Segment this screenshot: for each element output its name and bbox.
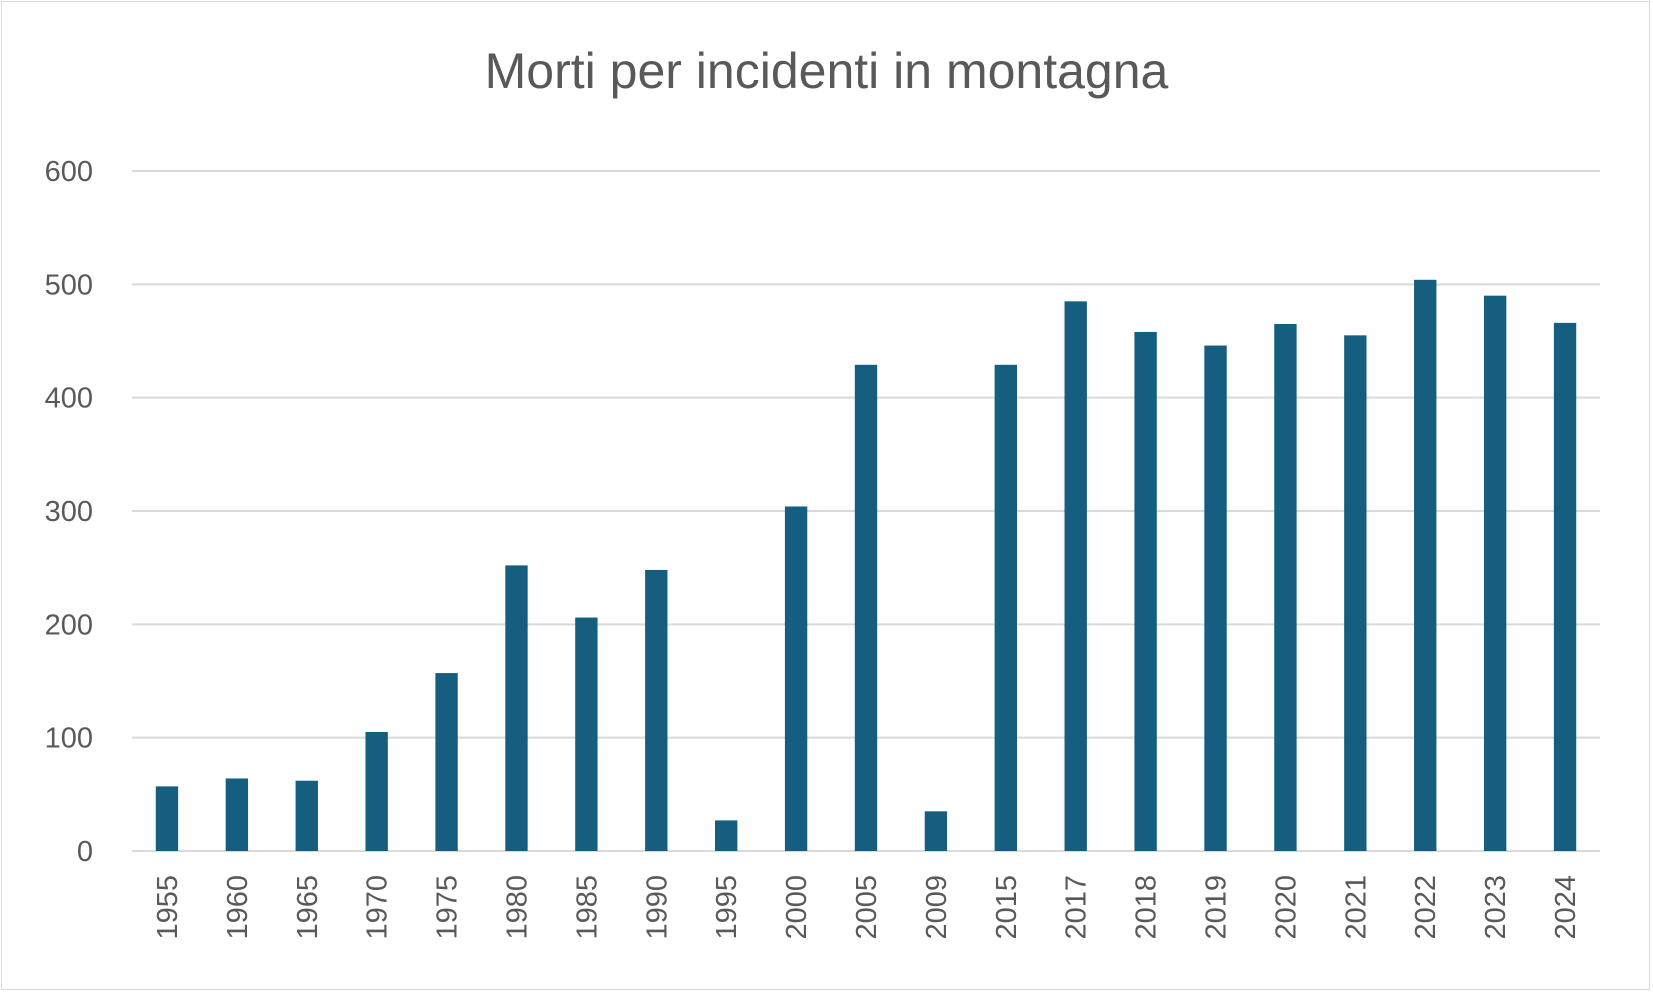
bar-2018 bbox=[1134, 331, 1157, 851]
bar-1970 bbox=[365, 732, 388, 851]
bar-1990 bbox=[645, 569, 668, 851]
bar-2019 bbox=[1204, 345, 1227, 851]
x-tick-label: 2018 bbox=[1131, 875, 1163, 940]
y-tick-label: 200 bbox=[45, 609, 93, 641]
x-tick-label: 1965 bbox=[292, 875, 324, 940]
bar-1985 bbox=[575, 617, 598, 851]
bar-2017 bbox=[1064, 301, 1087, 851]
x-tick-label: 2024 bbox=[1550, 875, 1582, 940]
y-tick-label: 500 bbox=[45, 269, 93, 301]
y-tick-label: 100 bbox=[45, 723, 93, 755]
x-tick-label: 1980 bbox=[501, 875, 533, 940]
bar-2005 bbox=[854, 364, 878, 851]
x-tick-label: 2000 bbox=[781, 875, 813, 940]
x-tick-label: 2022 bbox=[1410, 875, 1442, 940]
bar-2024 bbox=[1553, 322, 1577, 851]
bar-1960 bbox=[225, 778, 249, 851]
bar-2022 bbox=[1414, 279, 1437, 851]
bar-2015 bbox=[994, 364, 1017, 851]
x-tick-label: 1975 bbox=[432, 875, 464, 940]
bar-1955 bbox=[155, 786, 179, 851]
y-tick-label: 600 bbox=[45, 156, 93, 188]
chart-title: Morti per incidenti in montagna bbox=[484, 43, 1169, 99]
x-tick-label: 1995 bbox=[711, 875, 743, 940]
bar-1975 bbox=[435, 673, 458, 851]
y-tick-label: 300 bbox=[45, 496, 93, 528]
x-tick-label: 2009 bbox=[921, 875, 953, 940]
y-tick-label: 0 bbox=[77, 836, 93, 868]
bar-2009 bbox=[924, 811, 948, 851]
x-tick-label: 1960 bbox=[222, 875, 254, 940]
bar-2000 bbox=[784, 506, 808, 851]
bar-1995 bbox=[715, 820, 738, 851]
y-tick-label: 400 bbox=[45, 383, 93, 415]
x-tick-label: 2020 bbox=[1270, 875, 1302, 940]
x-tick-label: 2015 bbox=[991, 875, 1023, 940]
x-tick-label: 1985 bbox=[571, 875, 603, 940]
x-tick-label: 2019 bbox=[1201, 875, 1233, 940]
bar-1980 bbox=[505, 565, 528, 851]
x-tick-label: 1970 bbox=[362, 875, 394, 940]
bar-2021 bbox=[1344, 335, 1367, 851]
x-tick-label: 2017 bbox=[1061, 875, 1093, 940]
x-tick-label: 1955 bbox=[152, 875, 184, 940]
x-tick-label: 2021 bbox=[1340, 875, 1372, 940]
bar-2020 bbox=[1274, 324, 1297, 851]
x-tick-label: 1990 bbox=[641, 875, 673, 940]
bar-1965 bbox=[295, 780, 318, 851]
bar-2023 bbox=[1483, 295, 1507, 852]
x-tick-label: 2023 bbox=[1480, 875, 1512, 940]
x-tick-label: 2005 bbox=[851, 875, 883, 940]
